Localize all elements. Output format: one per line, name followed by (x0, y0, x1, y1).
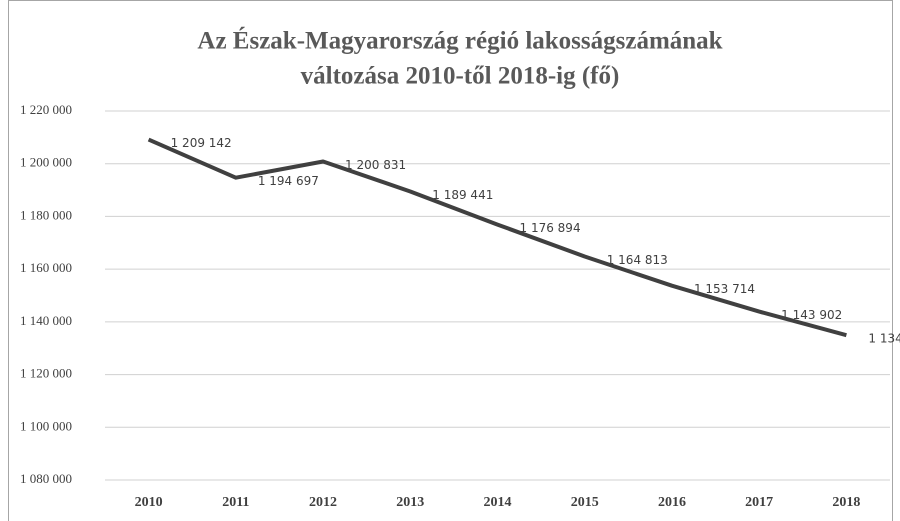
data-line (147, 137, 847, 338)
x-tick-label: 2012 (309, 495, 337, 510)
x-tick-label: 2016 (658, 495, 686, 510)
data-label: 1 164 813 (607, 253, 668, 267)
data-label: 1 153 714 (694, 282, 755, 296)
x-tick-label: 2011 (222, 495, 249, 510)
chart-frame (8, 0, 893, 521)
x-tick-label: 2018 (832, 495, 860, 510)
x-tick-label: 2010 (135, 495, 163, 510)
data-label: 1 209 142 (171, 136, 232, 150)
data-label: 1 189 441 (432, 188, 493, 202)
data-label: 1 134 945 (868, 332, 900, 346)
y-tick-label: 1 140 000 (20, 313, 72, 328)
y-tick-label: 1 120 000 (20, 366, 72, 381)
x-tick-label: 2014 (484, 495, 512, 510)
data-label: 1 200 831 (345, 158, 406, 172)
y-tick-label: 1 180 000 (20, 207, 72, 222)
y-tick-label: 1 080 000 (20, 471, 72, 486)
data-label: 1 143 902 (781, 308, 842, 322)
y-tick-label: 1 100 000 (20, 418, 72, 433)
data-label: 1 194 697 (258, 174, 319, 188)
data-label: 1 176 894 (520, 221, 581, 235)
y-tick-label: 1 220 000 (20, 102, 72, 117)
chart-title: változása 2010-től 2018-ig (fő) (301, 63, 620, 90)
x-tick-label: 2017 (745, 495, 773, 510)
chart-title: Az Észak-Magyarország régió lakosságszám… (197, 27, 722, 55)
y-tick-label: 1 200 000 (20, 155, 72, 170)
x-tick-label: 2015 (571, 495, 599, 510)
y-tick-label: 1 160 000 (20, 260, 72, 275)
x-tick-label: 2013 (396, 495, 424, 510)
